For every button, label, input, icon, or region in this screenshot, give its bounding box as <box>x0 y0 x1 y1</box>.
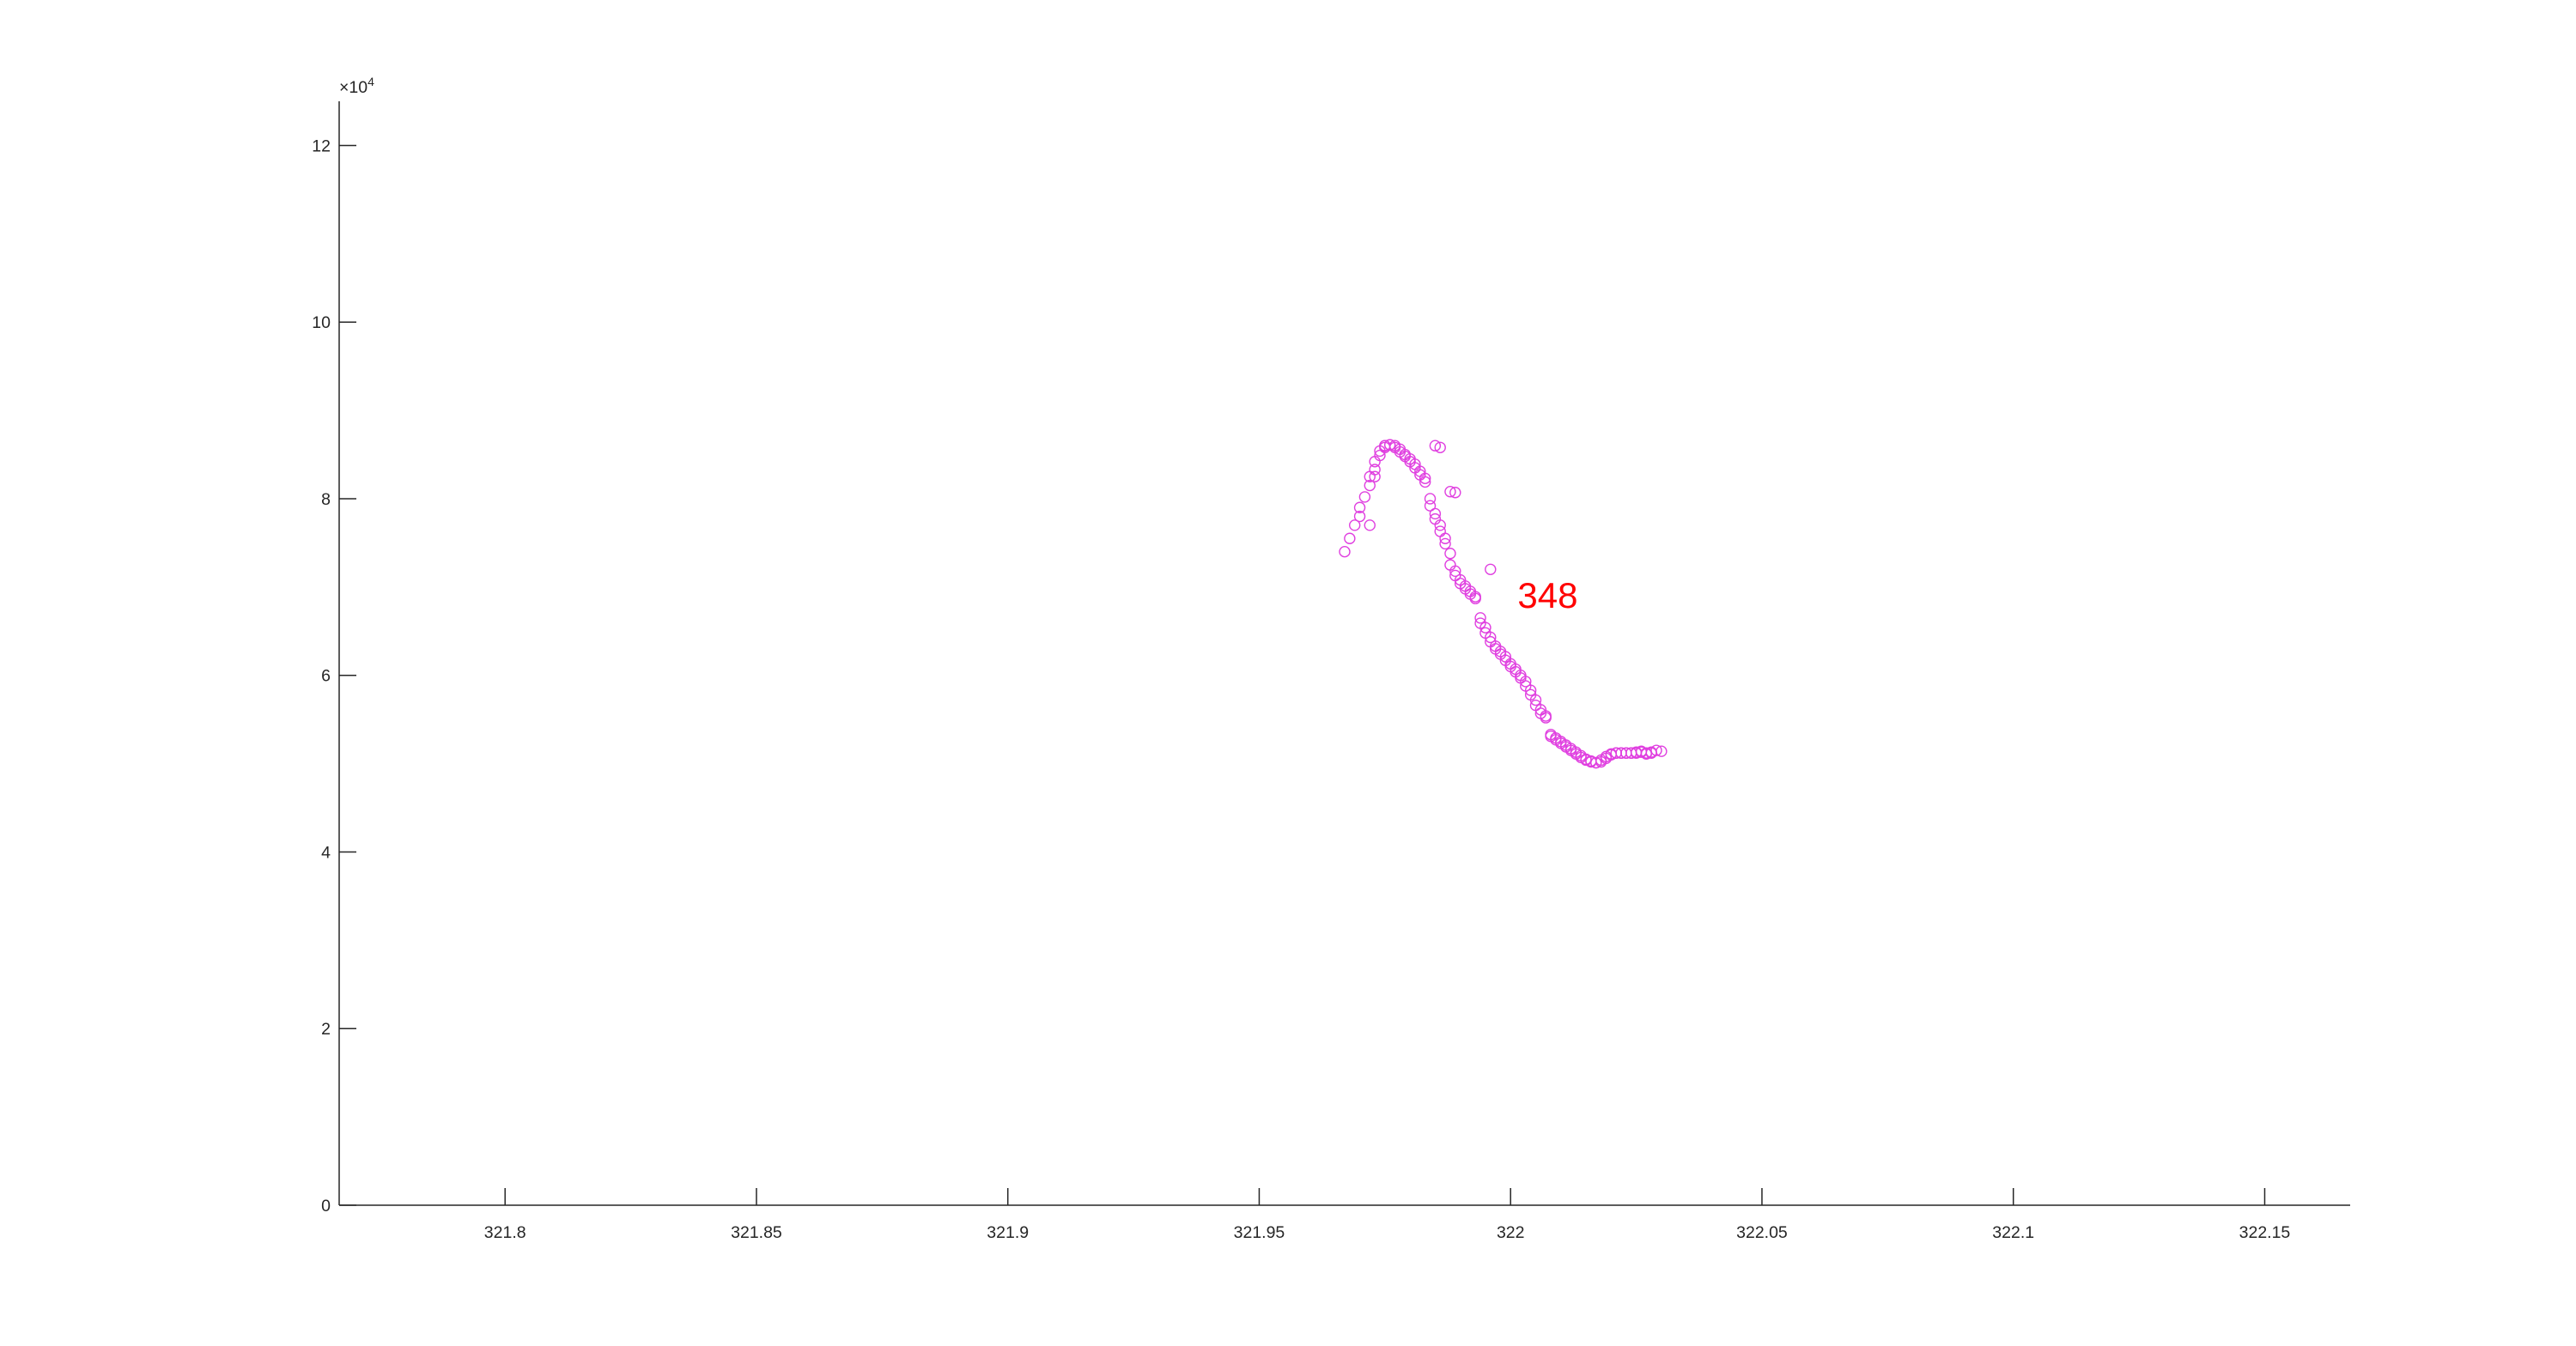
data-point <box>1444 486 1456 498</box>
data-point <box>1364 519 1376 531</box>
x-tick-label: 321.95 <box>1234 1223 1285 1242</box>
axes: 321.8 321.85 321.9 321.95 322 322.05 322.1 322.… <box>312 75 2350 1242</box>
x-tick-label: 322.1 <box>1992 1223 2034 1242</box>
data-point <box>1469 592 1481 604</box>
data-point <box>1369 470 1381 482</box>
data-point <box>1353 501 1366 513</box>
data-point <box>1439 532 1451 544</box>
data-point <box>1439 537 1451 550</box>
data-point <box>1479 621 1492 634</box>
x-axis-ticks: 321.8 321.85 321.9 321.95 322 322.05 322.1 322.… <box>484 1188 2291 1242</box>
data-point <box>1364 479 1376 492</box>
data-point <box>1474 612 1486 624</box>
data-point <box>1529 694 1542 706</box>
x-tick-label: 322 <box>1497 1223 1525 1242</box>
data-point <box>1429 440 1442 452</box>
data-point <box>1449 487 1461 499</box>
data-point <box>1344 532 1356 544</box>
data-point <box>1429 507 1442 520</box>
x-tick-label: 321.9 <box>987 1223 1029 1242</box>
data-point <box>1358 491 1371 503</box>
data-point <box>1540 712 1552 724</box>
y-tick-label: 10 <box>312 313 331 332</box>
data-point <box>1444 548 1456 560</box>
data-point <box>1485 563 1497 575</box>
data-point <box>1650 744 1662 756</box>
y-tick-label: 2 <box>321 1020 331 1039</box>
data-point <box>1524 684 1537 696</box>
data-point <box>1424 500 1437 512</box>
data-point <box>1656 745 1668 757</box>
data-point <box>1353 510 1366 523</box>
x-tick-label: 322.05 <box>1736 1223 1788 1242</box>
data-point <box>1339 545 1351 558</box>
data-point <box>1434 525 1446 537</box>
y-exponent-base: ×10 <box>339 78 368 97</box>
data-point <box>1374 449 1386 462</box>
data-point <box>1485 631 1497 644</box>
x-tick-label: 321.8 <box>484 1223 526 1242</box>
y-axis-ticks: 0 2 4 6 8 10 12 <box>312 136 356 1216</box>
data-point <box>1369 464 1381 476</box>
data-point <box>1379 440 1391 452</box>
y-tick-label: 0 <box>321 1197 331 1216</box>
data-point <box>1419 472 1431 484</box>
data-points <box>1339 439 1668 769</box>
data-point <box>1434 441 1446 453</box>
data-point <box>1640 748 1653 760</box>
y-tick-label: 12 <box>312 136 331 155</box>
data-point <box>1349 519 1361 531</box>
y-axis-exponent-label: ×104 <box>339 75 374 97</box>
x-tick-label: 321.85 <box>731 1223 782 1242</box>
data-point <box>1424 493 1437 505</box>
y-exponent-power: 4 <box>368 75 374 88</box>
y-tick-label: 4 <box>321 843 331 862</box>
annotation-label: 348 <box>1517 575 1577 615</box>
y-tick-label: 6 <box>321 667 331 686</box>
y-tick-label: 8 <box>321 490 331 509</box>
data-point <box>1520 676 1532 688</box>
x-tick-label: 322.15 <box>2239 1223 2291 1242</box>
data-point <box>1434 519 1446 531</box>
data-point <box>1419 476 1431 488</box>
data-point <box>1449 565 1461 578</box>
